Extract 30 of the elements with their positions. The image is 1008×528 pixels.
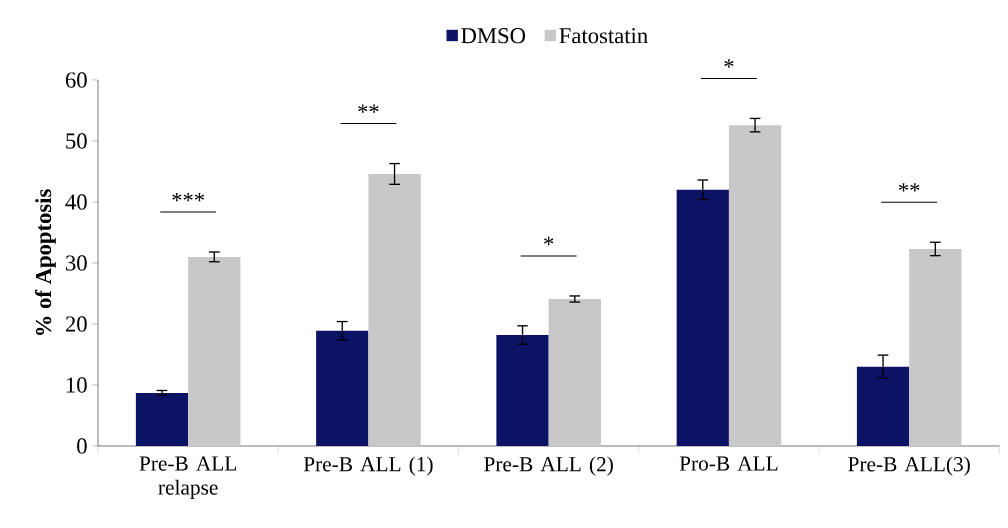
y-tick-label: 20: [65, 316, 87, 332]
bar: [496, 334, 549, 446]
annotation: **: [358, 104, 379, 113]
bar: [548, 298, 601, 446]
bar: [188, 256, 241, 446]
bar: [368, 173, 421, 446]
legend-label: Fatostatin: [559, 28, 648, 44]
legend-label: DMSO: [461, 28, 526, 44]
y-tick-label: 50: [66, 133, 87, 149]
annotation: **: [898, 183, 920, 192]
annotation: ***: [172, 192, 205, 202]
x-tick-label: Pre-B ALL (1): [303, 456, 433, 476]
x-tick-label: Pre-B ALL relapse: [139, 456, 237, 500]
x-tick-label: Pre-B ALL(3): [848, 456, 970, 476]
y-axis-title: % of Apoptosis: [35, 189, 56, 335]
text: *: [724, 59, 734, 68]
bar: [316, 330, 369, 446]
x-tick-label: Pre-B ALL (2): [484, 456, 613, 476]
x-tick-label: Pro-B ALL: [679, 456, 778, 471]
bar: [909, 248, 962, 446]
y-tick-label: 0: [77, 438, 87, 454]
bar: [728, 125, 782, 446]
annotation: *: [544, 236, 554, 246]
bar: [856, 366, 910, 446]
y-tick-label: 30: [66, 255, 87, 271]
y-tick-label: 10: [66, 377, 87, 393]
y-tick-label: 40: [65, 194, 87, 210]
bar: [135, 392, 189, 446]
bar: [676, 189, 729, 446]
y-tick-label: 60: [65, 72, 87, 88]
